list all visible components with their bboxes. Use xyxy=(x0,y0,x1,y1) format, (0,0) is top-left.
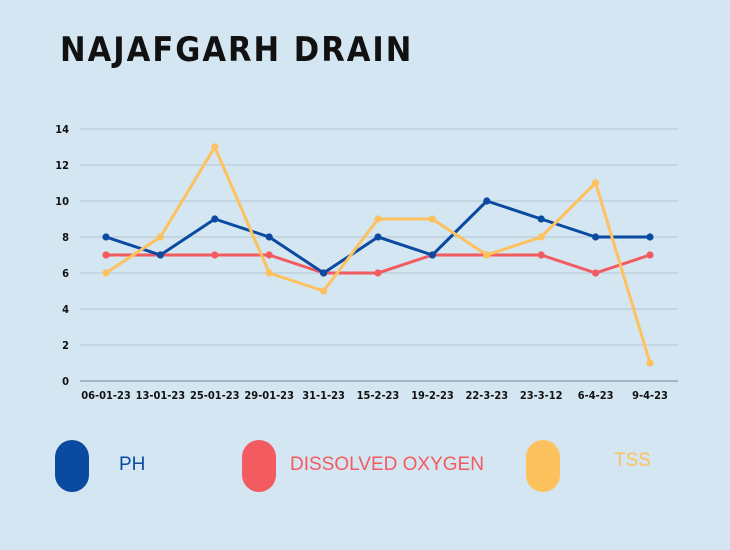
data-point-tss-4 xyxy=(265,269,273,277)
data-point-ph-10 xyxy=(592,233,600,241)
data-point-ph-7 xyxy=(428,251,436,259)
data-point-ph-11 xyxy=(646,233,654,241)
x-tick-label-1: 06-01-23 xyxy=(81,389,131,402)
data-point-ph-9 xyxy=(537,215,545,223)
y-axis-ticks: 0 2 4 6 8 10 12 14 xyxy=(55,123,69,388)
x-tick-label-2: 13-01-23 xyxy=(136,389,186,402)
y-tick-label-14: 14 xyxy=(55,123,69,136)
grid-lines xyxy=(80,128,678,382)
series-lines xyxy=(102,143,654,367)
x-axis-ticks: 06-01-23 13-01-23 25-01-23 29-01-23 31-1-23 1… xyxy=(81,389,668,402)
x-tick-label-4: 29-01-23 xyxy=(244,389,294,402)
legend-label-tss: TSS xyxy=(614,450,651,471)
legend-swatch-ph xyxy=(55,440,89,492)
series-ph xyxy=(102,197,654,277)
data-point-ph-1 xyxy=(102,233,110,241)
data-point-tss-2 xyxy=(156,233,164,241)
data-point-ph-3 xyxy=(211,215,219,223)
y-tick-label-12: 12 xyxy=(55,159,69,172)
x-tick-label-5: 31-1-23 xyxy=(302,389,345,402)
y-tick-label-6: 6 xyxy=(62,267,69,280)
y-tick-label-10: 10 xyxy=(55,195,69,208)
data-point-dissolved-oxygen-4 xyxy=(265,251,273,259)
data-point-tss-5 xyxy=(320,287,328,295)
y-tick-label-2: 2 xyxy=(62,339,69,352)
chart-title: NAJAFGARH DRAIN xyxy=(60,30,414,70)
y-tick-label-8: 8 xyxy=(62,231,69,244)
data-point-ph-8 xyxy=(483,197,491,205)
x-tick-label-10: 6-4-23 xyxy=(578,389,614,402)
data-point-dissolved-oxygen-3 xyxy=(211,251,219,259)
x-tick-label-6: 15-2-23 xyxy=(357,389,400,402)
x-tick-label-11: 9-4-23 xyxy=(632,389,668,402)
data-point-dissolved-oxygen-11 xyxy=(646,251,654,259)
legend-swatch-dissolved-oxygen xyxy=(242,440,276,492)
data-point-tss-7 xyxy=(428,215,436,223)
data-point-tss-6 xyxy=(374,215,382,223)
x-tick-label-7: 19-2-23 xyxy=(411,389,454,402)
x-tick-label-8: 22-3-23 xyxy=(465,389,508,402)
y-tick-label-4: 4 xyxy=(62,303,69,316)
data-point-tss-9 xyxy=(537,233,545,241)
data-point-tss-1 xyxy=(102,269,110,277)
data-point-tss-3 xyxy=(211,143,219,151)
data-point-dissolved-oxygen-9 xyxy=(537,251,545,259)
x-tick-label-3: 25-01-23 xyxy=(190,389,240,402)
data-point-tss-10 xyxy=(592,179,600,187)
data-point-ph-4 xyxy=(265,233,273,241)
x-tick-label-9: 23-3-12 xyxy=(520,389,563,402)
series-tss xyxy=(102,143,654,367)
data-point-ph-6 xyxy=(374,233,382,241)
legend-swatch-tss xyxy=(526,440,560,492)
data-point-tss-8 xyxy=(483,251,491,259)
data-point-ph-2 xyxy=(156,251,164,259)
legend-label-ph: PH xyxy=(119,454,146,475)
data-point-dissolved-oxygen-6 xyxy=(374,269,382,277)
y-tick-label-0: 0 xyxy=(62,375,69,388)
data-point-dissolved-oxygen-10 xyxy=(592,269,600,277)
data-point-tss-11 xyxy=(646,359,654,367)
legend-label-dissolved-oxygen: DISSOLVED OXYGEN xyxy=(290,454,484,475)
data-point-dissolved-oxygen-1 xyxy=(102,251,110,259)
data-point-ph-5 xyxy=(320,269,328,277)
